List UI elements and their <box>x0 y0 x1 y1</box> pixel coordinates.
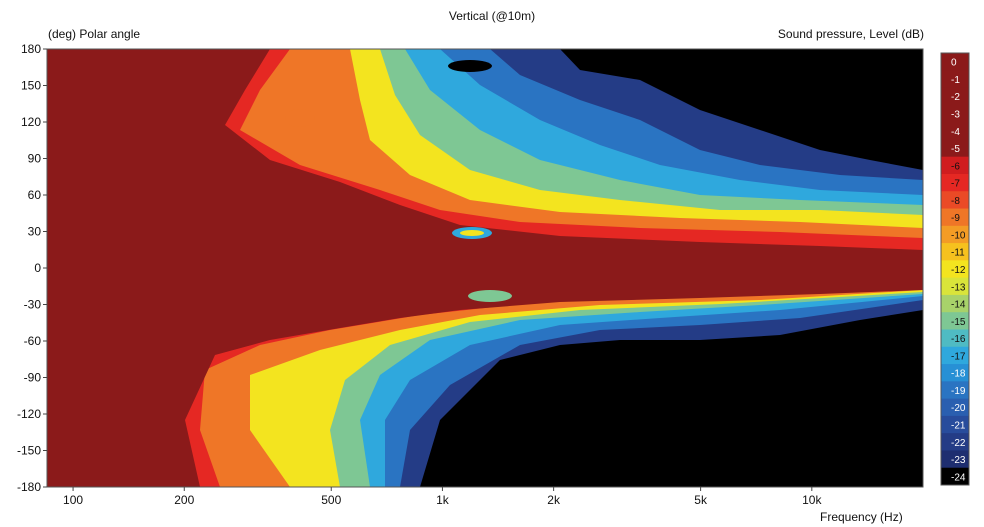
y-tick-label: 180 <box>21 42 41 56</box>
y-tick-label: -180 <box>17 480 41 494</box>
island-lower-green <box>468 290 512 302</box>
colorbar-label-item: 0 <box>951 58 957 69</box>
colorbar-label-item: -12 <box>951 265 966 276</box>
colorbar-label-item: -22 <box>951 438 966 449</box>
colorbar-label-item: -16 <box>951 334 966 345</box>
colorbar-swatch <box>941 156 969 175</box>
colorbar: 0 -1 -2 -3 -4 -5 -6 -7 -8 -9 -10 -11 -12 -13 -14 -15 -16… <box>940 52 970 486</box>
colorbar-label-item: -13 <box>951 282 966 293</box>
colorbar-swatch <box>941 433 969 451</box>
colorbar-label-item: -15 <box>951 317 966 328</box>
colorbar-swatch <box>941 346 969 365</box>
colorbar-swatch <box>941 260 969 279</box>
chart-title: Vertical (@10m) <box>448 9 536 23</box>
colorbar-label: Sound pressure, Level (dB) <box>777 27 924 41</box>
colorbar-label-item: -7 <box>951 179 960 190</box>
y-tick-label: 150 <box>21 79 41 93</box>
colorbar-frame <box>940 52 970 486</box>
x-tick-label: 2k <box>547 493 561 507</box>
colorbar-swatch <box>941 398 969 417</box>
colorbar-swatch <box>941 122 969 140</box>
x-tick-label: 500 <box>321 493 341 507</box>
colorbar-swatch <box>941 173 969 192</box>
colorbar-label-item: -10 <box>951 230 966 241</box>
x-tick-label: 5k <box>694 493 708 507</box>
x-tick-label: 1k <box>436 493 450 507</box>
colorbar-label-item: -5 <box>951 144 960 155</box>
y-axis-label: (deg) Polar angle <box>48 27 141 41</box>
y-axis-ticks: 180 150 120 90 60 30 0 -30 -60 -90 -120 -150 -180 <box>17 42 47 494</box>
colorbar-label-item: -3 <box>951 109 960 120</box>
x-tick-label: 200 <box>174 493 194 507</box>
island-upper-yellow <box>460 230 484 236</box>
y-tick-label: -150 <box>17 444 41 458</box>
colorbar-label-item: -24 <box>951 472 966 483</box>
y-tick-label: 90 <box>28 152 42 166</box>
heatmap-plot-area <box>47 49 923 487</box>
y-tick-label: -30 <box>24 298 42 312</box>
colorbar-label-item: -20 <box>951 403 966 414</box>
colorbar-label-item: -17 <box>951 351 966 362</box>
colorbar-swatch <box>941 53 969 71</box>
y-tick-label: 60 <box>28 188 42 202</box>
island-black-top <box>448 60 492 72</box>
colorbar-swatch <box>941 191 969 210</box>
colorbar-label-item: -18 <box>951 369 966 380</box>
colorbar-label-item: -1 <box>951 75 960 86</box>
colorbar-label-item: -21 <box>951 421 966 432</box>
y-tick-label: 120 <box>21 115 41 129</box>
y-tick-label: -90 <box>24 371 42 385</box>
colorbar-label-item: -4 <box>951 127 960 138</box>
y-tick-label: 30 <box>28 225 42 239</box>
colorbar-swatch <box>941 277 969 296</box>
colorbar-label-item: -2 <box>951 92 960 103</box>
colorbar-swatch <box>941 381 969 400</box>
colorbar-swatch <box>941 208 969 227</box>
colorbar-label-item: -14 <box>951 300 966 311</box>
x-axis-label: Frequency (Hz) <box>820 510 903 524</box>
colorbar-swatch <box>941 225 969 244</box>
colorbar-swatch <box>941 450 969 469</box>
x-axis-ticks: 100 200 500 1k 2k 5k 10k <box>63 487 822 507</box>
colorbar-label-item: -11 <box>951 248 965 259</box>
y-tick-label: 0 <box>34 261 41 275</box>
y-tick-label: -120 <box>17 407 41 421</box>
colorbar-swatch <box>941 243 969 261</box>
colorbar-swatch <box>941 329 969 348</box>
colorbar-swatch <box>941 294 969 313</box>
colorbar-swatch <box>941 467 969 486</box>
contour-band-on-axis <box>47 49 923 487</box>
colorbar-label-item: -23 <box>951 455 966 466</box>
colorbar-swatch <box>941 415 969 434</box>
x-tick-label: 10k <box>802 493 822 507</box>
y-tick-label: -60 <box>24 334 42 348</box>
colorbar-label-item: -9 <box>951 213 960 224</box>
colorbar-swatch <box>941 104 969 123</box>
colorbar-swatch <box>941 364 969 382</box>
island-lower-orange <box>285 109 315 127</box>
colorbar-swatch <box>941 312 969 330</box>
colorbar-swatch <box>941 139 969 158</box>
colorbar-label-item: -19 <box>951 386 966 397</box>
colorbar-swatch <box>941 70 969 89</box>
colorbar-label-item: -6 <box>951 161 960 172</box>
x-tick-label: 100 <box>63 493 83 507</box>
colorbar-swatch <box>941 87 969 106</box>
colorbar-label-item: -8 <box>951 196 960 207</box>
